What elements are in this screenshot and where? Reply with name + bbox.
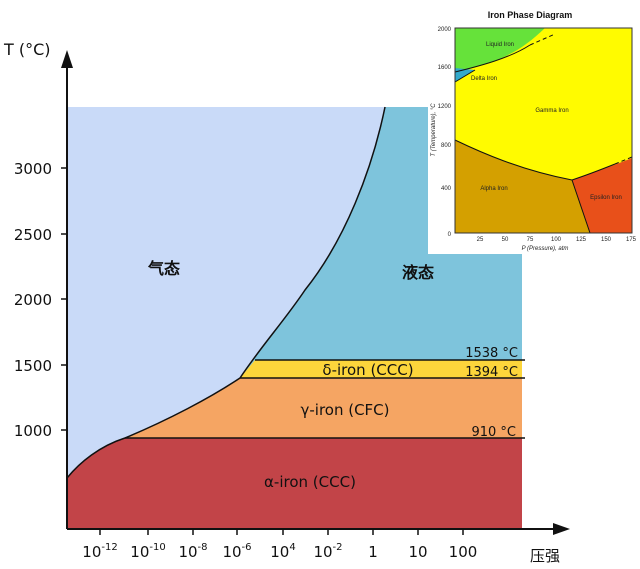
inset-alpha-label: Alpha Iron	[480, 186, 507, 192]
inset-x-50: 50	[502, 237, 509, 243]
inset-liquid-label: Liquid Iron	[486, 42, 514, 48]
y-tick-labels: 1000 1500 2000 2500 3000	[14, 160, 52, 440]
inset-title: Iron Phase Diagram	[488, 10, 573, 20]
inset-x-150: 150	[601, 237, 612, 243]
sublimation-curve	[66, 377, 241, 479]
temp-910-label: 910 °C	[471, 425, 516, 440]
inset-y-400: 400	[441, 186, 452, 192]
inset-y-1200: 1200	[438, 104, 452, 110]
x-tick-1e-6: 10-6	[222, 542, 251, 561]
x-tick-1e-10: 10-10	[130, 542, 165, 561]
inset-x-175: 175	[626, 237, 637, 243]
x-tick-100: 100	[449, 543, 478, 561]
inset-gamma-label: Gamma Iron	[535, 108, 568, 114]
x-tick-1e4: 104	[270, 542, 295, 561]
inset-x-100: 100	[551, 237, 562, 243]
y-ticks	[61, 167, 67, 431]
x-tick-1e-2: 10-2	[313, 542, 342, 561]
y-axis-label: T (°C)	[3, 40, 51, 59]
delta-label: δ-iron (CCC)	[322, 361, 413, 379]
inset-x-25: 25	[477, 237, 484, 243]
alpha-label: α-iron (CCC)	[264, 473, 356, 491]
inset-y-800: 800	[441, 143, 452, 149]
inset-y-2000: 2000	[438, 27, 452, 33]
y-tick-2500: 2500	[14, 226, 52, 244]
x-axis-arrow	[553, 523, 570, 535]
x-tick-1e-8: 10-8	[178, 542, 207, 561]
temp-1394-label: 1394 °C	[465, 365, 518, 380]
phase-boundaries	[66, 106, 525, 479]
inset-delta-label: Delta Iron	[471, 76, 497, 82]
vaporization-curve	[239, 106, 386, 379]
x-ticks	[99, 529, 464, 535]
inset-x-75: 75	[527, 237, 534, 243]
x-tick-1: 1	[368, 543, 378, 561]
inset-alpha-region	[455, 140, 590, 233]
y-axis-arrow	[61, 50, 73, 68]
alpha-region	[67, 438, 522, 529]
delta-region	[240, 360, 522, 378]
x-tick-1e-12: 10-12	[82, 542, 117, 561]
inset-liquid-region	[455, 28, 545, 72]
liquid-label: 液态	[402, 263, 434, 282]
inset-diagram: Iron Phase Diagram 2000 1600 1200 800 40…	[428, 4, 638, 254]
inset-frame	[454, 27, 633, 234]
y-tick-1500: 1500	[14, 357, 52, 375]
gamma-region	[125, 378, 522, 438]
inset-x-label: P (Pressure), atm	[522, 246, 569, 252]
x-axis-label: 压强	[530, 547, 560, 565]
gamma-label: γ-iron (CFC)	[300, 401, 389, 419]
x-tick-10: 10	[408, 543, 427, 561]
gas-label: 气态	[147, 259, 180, 278]
x-tick-labels: 10-12 10-10 10-8 10-6 104 10-2 1 10 100	[82, 542, 477, 561]
y-tick-2000: 2000	[14, 291, 52, 309]
inset-y-label: T (Temperature), °C	[431, 103, 437, 157]
inset-epsilon-region	[572, 158, 632, 233]
y-tick-3000: 3000	[14, 160, 52, 178]
temp-1538-label: 1538 °C	[465, 346, 518, 361]
inset-y-0: 0	[448, 232, 452, 238]
inset-epsilon-label: Epsilon Iron	[590, 195, 622, 201]
inset-y-1600: 1600	[438, 65, 452, 71]
inset-boundaries	[454, 33, 633, 234]
y-tick-1000: 1000	[14, 422, 52, 440]
inset-x-125: 125	[576, 237, 587, 243]
